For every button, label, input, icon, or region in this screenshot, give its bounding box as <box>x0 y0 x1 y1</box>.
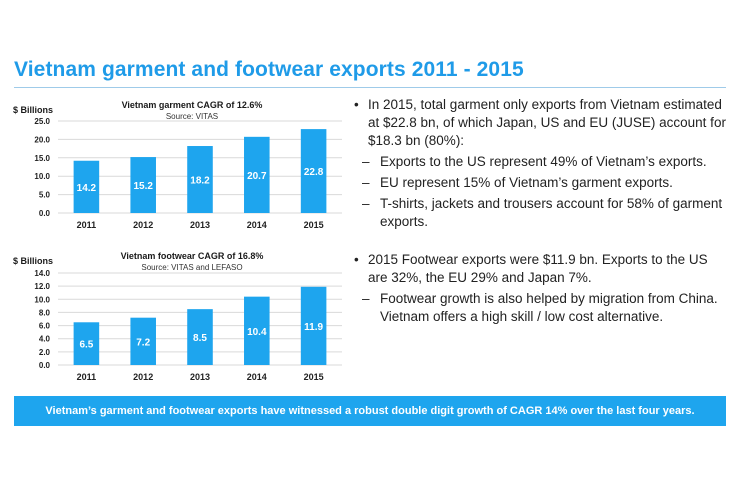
x-tick-label: 2015 <box>304 372 324 382</box>
data-label: 7.2 <box>136 337 150 348</box>
x-tick-label: 2014 <box>247 220 267 230</box>
data-label: 8.5 <box>193 333 207 344</box>
y-tick-label: 14.0 <box>34 269 50 278</box>
y-tick-label: 2.0 <box>39 348 51 357</box>
bar-2015 <box>300 286 327 365</box>
y-tick-label: 6.0 <box>39 322 51 331</box>
x-tick-label: 2011 <box>77 220 97 230</box>
data-label: 6.5 <box>79 340 93 351</box>
chart-source: Source: VITAS and LEFASO <box>141 263 243 272</box>
bar-2013 <box>187 309 213 365</box>
y-tick-label: 25.0 <box>34 117 50 126</box>
sub-bullet: T-shirts, jackets and trousers account f… <box>354 195 726 231</box>
bar-2011 <box>73 322 100 365</box>
bar-2012 <box>130 317 156 365</box>
y-tick-label: 12.0 <box>34 282 50 291</box>
data-label: 15.2 <box>133 181 153 192</box>
bullet-garment: In 2015, total garment only exports from… <box>354 96 726 150</box>
sub-bullet: Footwear growth is also helped by migrat… <box>354 290 726 326</box>
y-tick-label: 5.0 <box>39 191 51 200</box>
bar-2014 <box>244 296 270 365</box>
y-tick-label: 0.0 <box>39 209 51 218</box>
bullet-footwear: 2015 Footwear exports were $11.9 bn. Exp… <box>354 251 726 287</box>
x-tick-label: 2013 <box>190 220 210 230</box>
x-tick-label: 2011 <box>77 372 97 382</box>
footwear-exports-chart: $ Billions Vietnam footwear CAGR of 16.8… <box>12 248 342 388</box>
chart-source: Source: VITAS <box>165 112 219 121</box>
bar-2013 <box>187 146 213 213</box>
x-tick-label: 2014 <box>247 372 267 382</box>
data-label: 10.4 <box>247 327 267 338</box>
bar-2012 <box>130 157 156 213</box>
x-tick-label: 2013 <box>190 372 210 382</box>
y-tick-label: 4.0 <box>39 335 51 344</box>
x-tick-label: 2015 <box>304 220 324 230</box>
data-label: 22.8 <box>304 167 324 178</box>
page-title: Vietnam garment and footwear exports 201… <box>14 58 524 81</box>
chart-title: Vietnam footwear CAGR of 16.8% <box>120 251 264 261</box>
bar-2014 <box>244 136 270 213</box>
chart-plot: 0.0 5.0 10.0 15.0 20.0 25.0 14.2 2011 15.2 2012 18… <box>34 117 342 230</box>
title-divider <box>14 87 726 88</box>
data-label: 18.2 <box>190 176 210 187</box>
y-tick-label: 20.0 <box>34 135 50 144</box>
chart-y-axis-label: $ Billions <box>13 105 54 115</box>
chart-y-axis-label: $ Billions <box>13 256 54 266</box>
bar-2011 <box>73 160 100 213</box>
y-tick-label: 10.0 <box>34 295 50 304</box>
chart-title: Vietnam garment CAGR of 12.6% <box>121 100 263 110</box>
y-tick-label: 8.0 <box>39 308 51 317</box>
sub-bullet: Exports to the US represent 49% of Vietn… <box>354 153 726 171</box>
x-tick-label: 2012 <box>133 372 153 382</box>
x-tick-label: 2012 <box>133 220 153 230</box>
y-tick-label: 10.0 <box>34 172 50 181</box>
summary-banner: Vietnam’s garment and footwear exports h… <box>14 396 726 426</box>
y-tick-label: 0.0 <box>39 361 51 370</box>
chart-plot: 0.0 2.0 4.0 6.0 8.0 10.0 12.0 14.0 6.5 2011 7.2 201… <box>34 269 342 382</box>
data-label: 11.9 <box>304 322 323 333</box>
garment-exports-chart: $ Billions Vietnam garment CAGR of 12.6%… <box>12 100 342 240</box>
y-tick-label: 15.0 <box>34 154 50 163</box>
key-points: In 2015, total garment only exports from… <box>354 96 726 329</box>
data-label: 14.2 <box>77 183 97 194</box>
sub-bullet: EU represent 15% of Vietnam’s garment ex… <box>354 174 726 192</box>
data-label: 20.7 <box>247 171 267 182</box>
bar-2015 <box>300 129 327 213</box>
